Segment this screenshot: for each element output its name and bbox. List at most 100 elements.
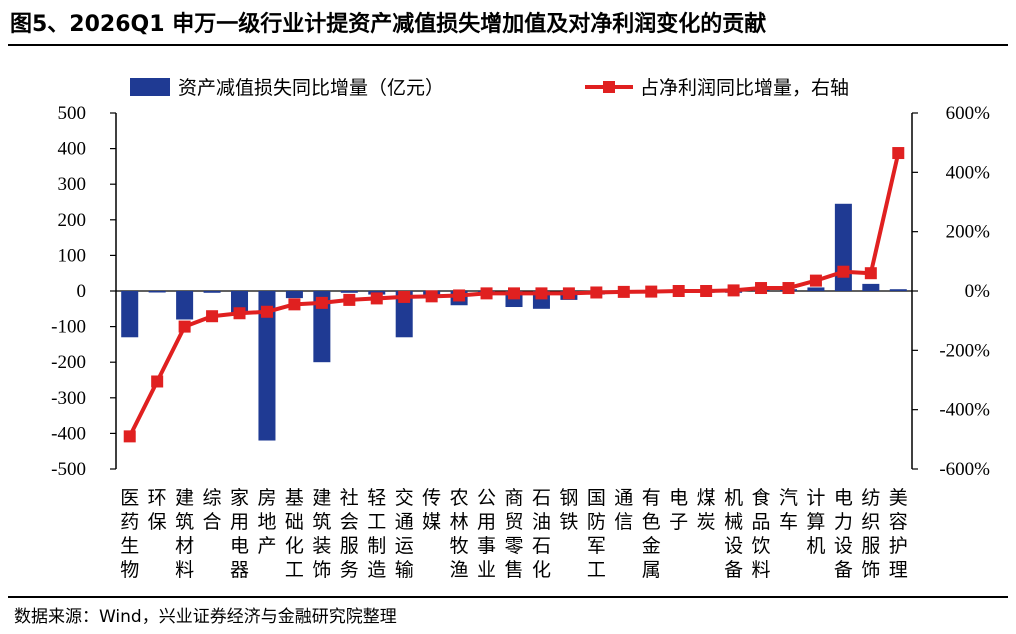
category-label-char: 色 <box>642 511 661 533</box>
category-label-char: 料 <box>175 559 194 581</box>
bar <box>340 291 358 293</box>
category-label-char: 合 <box>203 511 222 533</box>
y-left-tick-label: 200 <box>58 210 87 231</box>
y-right-tick-label: -400% <box>939 400 990 421</box>
category-label-char: 商 <box>504 487 523 509</box>
category-label-char: 综 <box>203 487 222 509</box>
category-label-char: 车 <box>779 511 798 533</box>
category-label-char: 传 <box>422 487 441 509</box>
y-axis-right-labels: 600% 400% 200% 0% -200% -400% -600% <box>939 103 990 480</box>
y-left-tick-label: -500 <box>51 459 86 480</box>
bar <box>258 291 276 441</box>
category-label-char: 织 <box>861 511 880 533</box>
line-marker <box>178 320 191 333</box>
category-label-char: 制 <box>367 535 386 557</box>
category-label-char: 务 <box>340 559 359 581</box>
y-left-tick-label: 300 <box>58 174 87 195</box>
category-label-char: 护 <box>889 535 908 557</box>
line-marker <box>617 285 630 298</box>
category-label-char: 电 <box>669 487 688 509</box>
legend-line-label: 占净利润同比增量，右轴 <box>640 77 849 99</box>
category-label-char: 品 <box>752 511 771 533</box>
category-label-char: 电 <box>834 487 853 509</box>
line-marker <box>260 305 273 318</box>
category-label-char: 服 <box>340 535 359 557</box>
category-label-char: 通 <box>614 487 633 509</box>
category-label-char: 交 <box>395 487 414 509</box>
line-marker <box>782 282 795 295</box>
y-left-tick-label: 100 <box>58 245 87 266</box>
title-rule <box>8 44 1008 46</box>
category-label-char: 牧 <box>450 535 469 557</box>
category-label-char: 信 <box>614 511 633 533</box>
category-label-char: 药 <box>120 511 139 533</box>
category-label-char: 汽 <box>779 487 798 509</box>
line-marker <box>892 147 905 160</box>
bar <box>285 291 303 299</box>
bar <box>889 289 907 291</box>
legend-bar-label: 资产减值损失同比增量（亿元） <box>178 77 444 99</box>
y-right-tick-label: -200% <box>939 340 990 361</box>
legend-line-marker <box>603 81 615 93</box>
line-marker <box>343 293 356 306</box>
y-axis-left-labels: 500 400 300 200 100 0 -100 -200 -300 -400 -500 <box>51 103 86 480</box>
category-label-char: 属 <box>642 559 661 581</box>
category-label-char: 算 <box>806 511 825 533</box>
category-label-char: 建 <box>312 487 331 509</box>
category-label-char: 化 <box>285 535 304 557</box>
y-right-tick-label: 0% <box>965 281 991 302</box>
category-label-char: 军 <box>587 535 606 557</box>
bar <box>176 291 194 320</box>
line-marker <box>370 292 383 305</box>
legend: 资产减值损失同比增量（亿元） 占净利润同比增量，右轴 <box>130 77 849 99</box>
category-label-char: 设 <box>834 535 853 557</box>
line-marker <box>398 290 411 303</box>
category-label-char: 纺 <box>861 487 880 509</box>
category-label-char: 械 <box>724 511 743 533</box>
category-label-char: 机 <box>724 487 743 509</box>
category-label-char: 建 <box>175 487 194 509</box>
category-label-char: 保 <box>148 511 167 533</box>
bar <box>203 291 221 293</box>
category-label-char: 钢 <box>559 487 578 509</box>
line-marker <box>864 267 877 280</box>
category-label-char: 炭 <box>697 511 716 533</box>
category-label-char: 有 <box>642 487 661 509</box>
category-label-char: 饰 <box>312 559 331 581</box>
y-right-tick-label: 200% <box>946 222 991 243</box>
category-label-char: 础 <box>285 511 304 533</box>
category-label-char: 油 <box>532 511 551 533</box>
line-marker <box>700 285 713 297</box>
category-label-char: 理 <box>889 559 908 581</box>
line-marker <box>453 289 466 302</box>
category-label-char: 物 <box>120 559 139 581</box>
line-marker <box>535 287 548 300</box>
category-label-char: 事 <box>477 535 496 557</box>
category-label-char: 渔 <box>450 559 469 581</box>
line-marker <box>315 296 328 309</box>
category-label-char: 容 <box>889 511 908 533</box>
category-label-char: 电 <box>230 535 249 557</box>
y-left-tick-label: -400 <box>51 423 86 444</box>
category-label-char: 服 <box>861 535 880 557</box>
category-label-char: 筑 <box>175 511 194 533</box>
line-marker <box>645 285 658 298</box>
line-marker <box>151 375 164 388</box>
bar <box>121 291 139 338</box>
line-marker <box>233 307 246 320</box>
line-marker <box>425 290 438 303</box>
chart-title: 图5、2026Q1 申万一级行业计提资产减值损失增加值及对净利润变化的贡献 <box>10 12 767 37</box>
category-label-char: 零 <box>504 535 523 557</box>
category-label-char: 子 <box>669 511 688 533</box>
line-marker <box>809 274 822 287</box>
category-label-char: 用 <box>230 511 249 533</box>
category-label-char: 家 <box>230 487 249 509</box>
y-left-tick-label: -200 <box>51 352 86 373</box>
y-right-tick-label: 600% <box>946 103 991 124</box>
category-label-char: 媒 <box>422 511 441 533</box>
source-rule <box>8 596 1008 598</box>
category-label-char: 筑 <box>312 511 331 533</box>
category-label-char: 料 <box>752 559 771 581</box>
category-label-char: 化 <box>532 559 551 581</box>
category-label-char: 工 <box>285 559 304 581</box>
